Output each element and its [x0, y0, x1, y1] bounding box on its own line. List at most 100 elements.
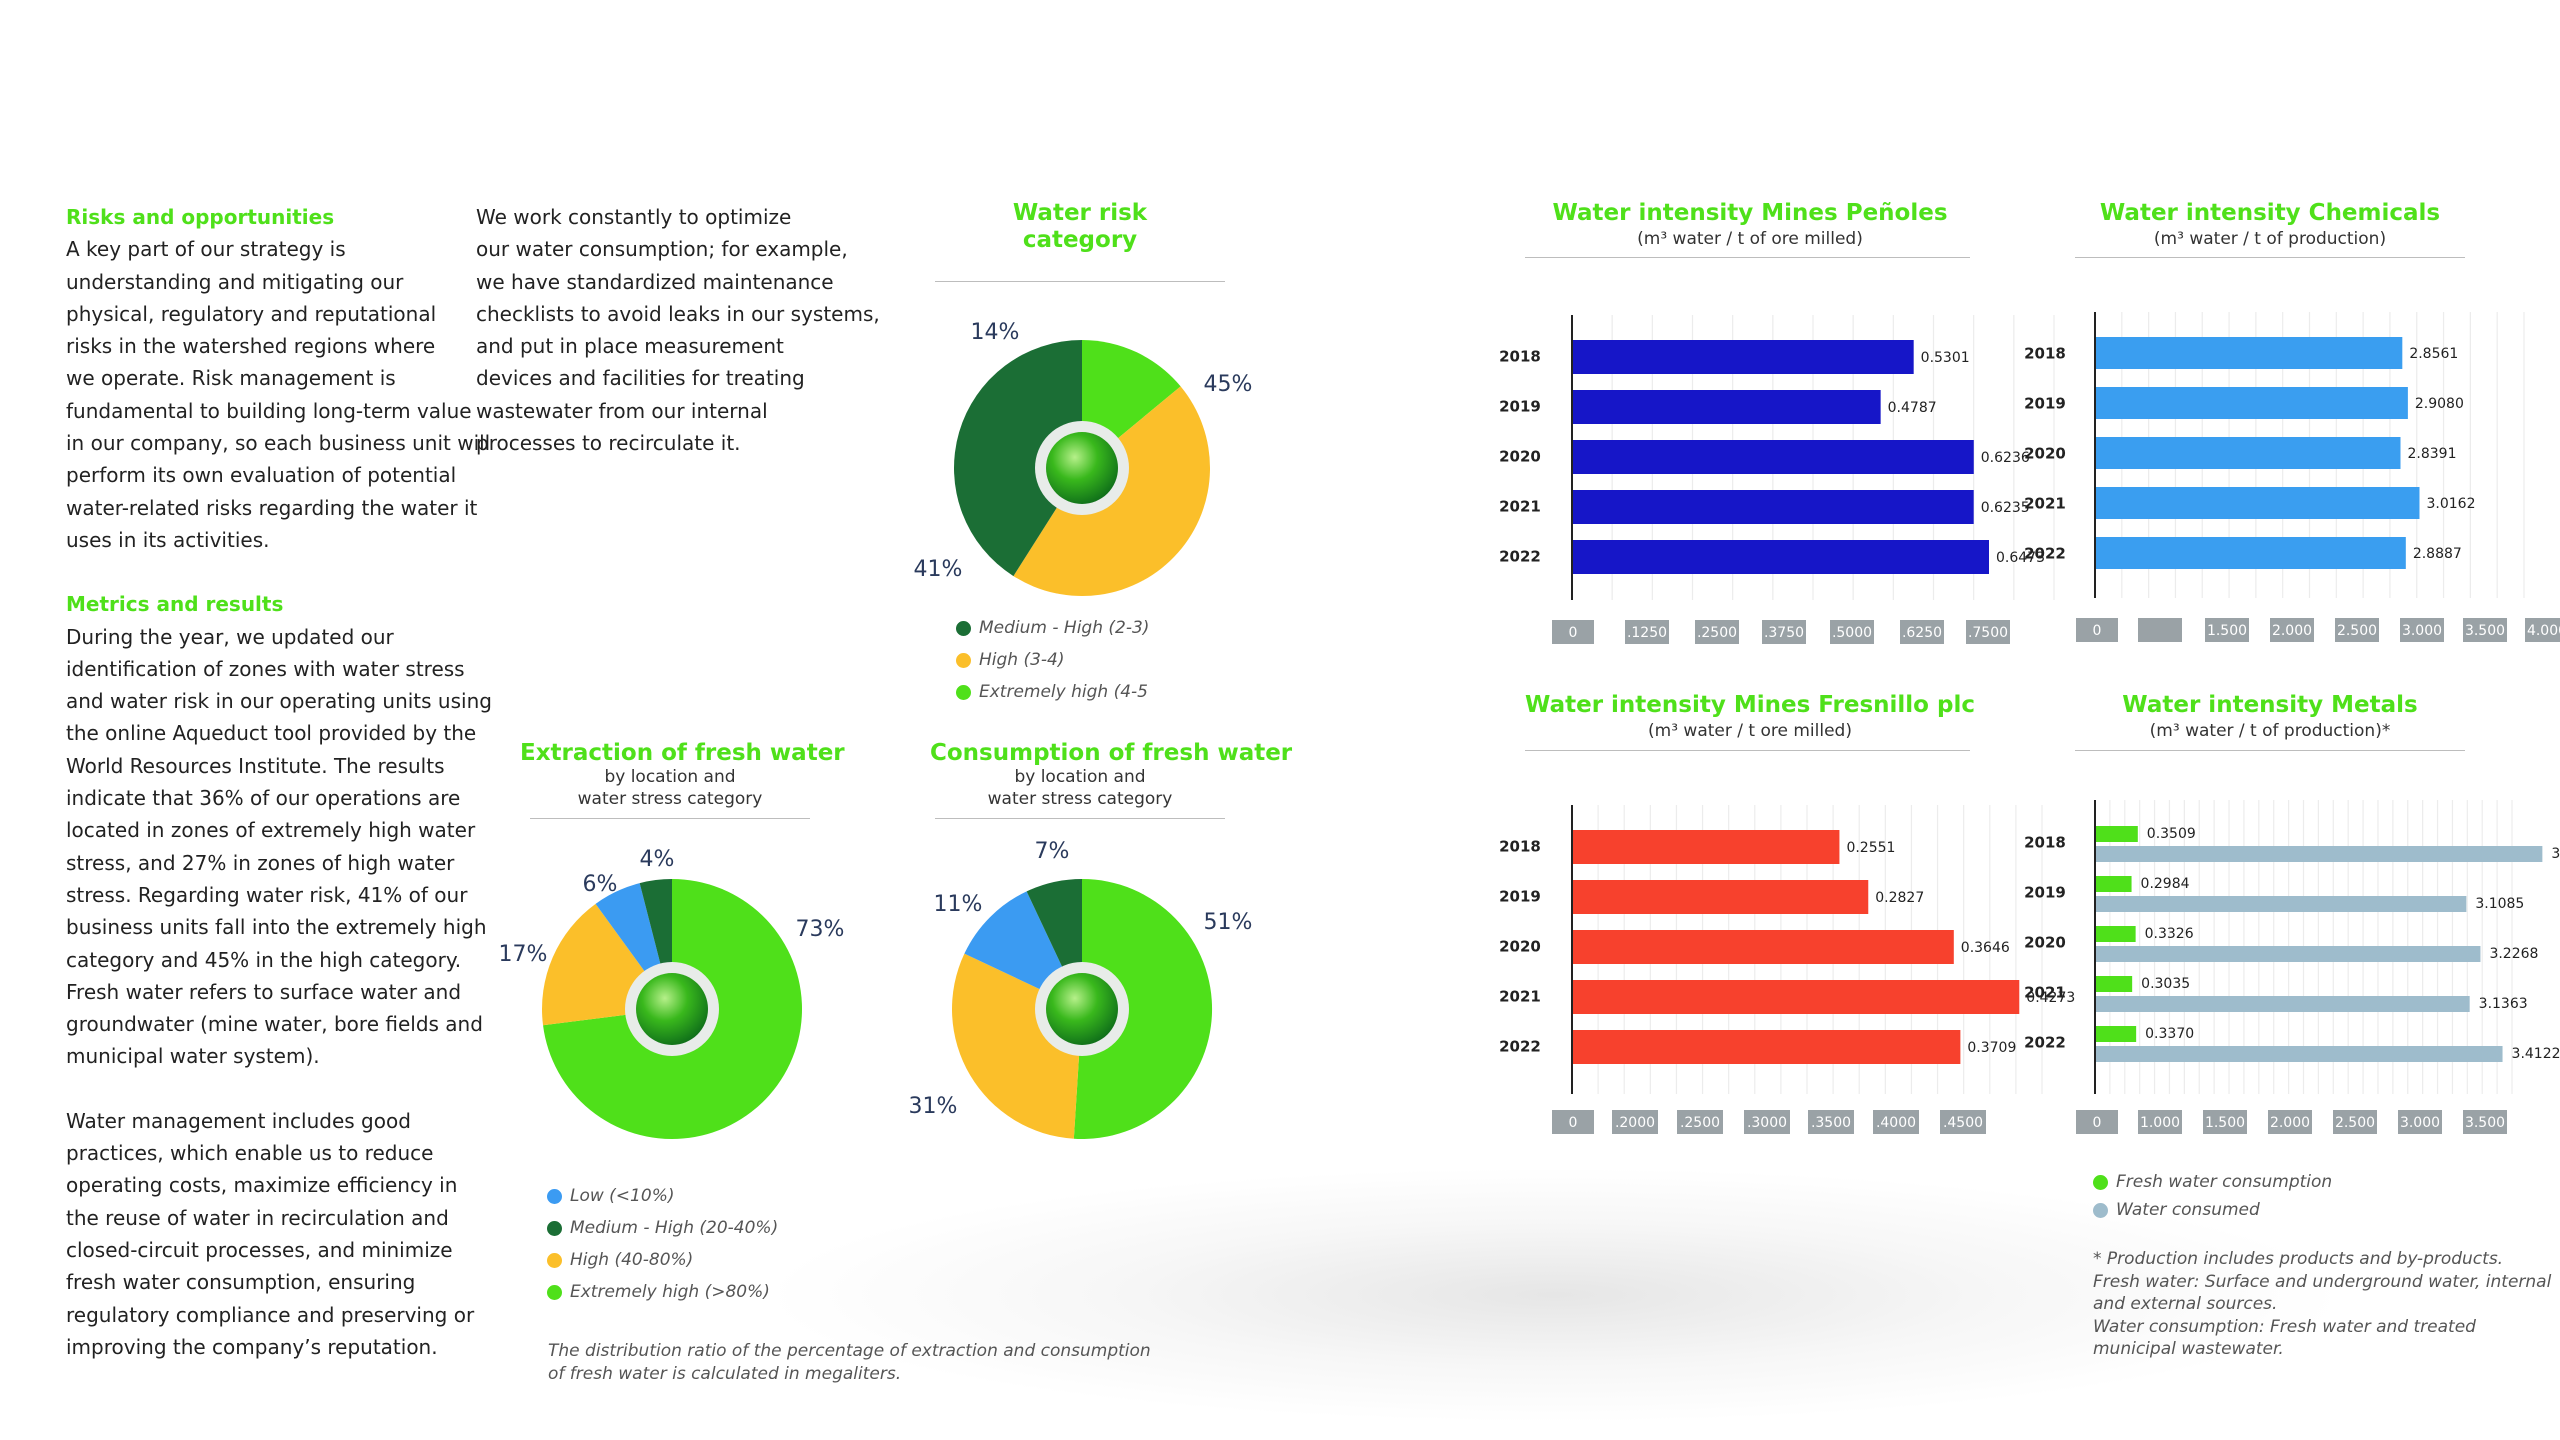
penoles-tick-box-6 — [1966, 620, 2010, 644]
fresnillo-category-label-3: 2021 — [1499, 988, 1541, 1006]
decorative-wave — [780, 1170, 2330, 1420]
metals-tick-box-4 — [2333, 1110, 2377, 1134]
consumption-rule — [935, 818, 1225, 819]
fresnillo-bar-chart: 2018 2019 2020 2021 2022 0.2551 0.2827 0.3646 0.… — [1499, 805, 2075, 1134]
metals-legend: Fresh water consumption Water consumed — [2093, 1168, 2332, 1224]
legend-item-low: Low (<10%) — [547, 1180, 778, 1212]
metals-bar-consumed-2 — [2096, 946, 2481, 962]
legend-item-medium-high: Medium - High (20-40%) — [547, 1212, 778, 1244]
metals-footnote-line3: and external sources. — [2093, 1294, 2278, 1314]
water-risk-legend: Medium - High (2-3) High (3-4) Extremely… — [956, 612, 1149, 708]
fresnillo-tick-label-4: .3500 — [1811, 1115, 1851, 1131]
management-line: fresh water consumption, ensuring — [66, 1270, 416, 1295]
metals-value-label-consumed-3: 3.1363 — [2479, 996, 2528, 1012]
metals-category-label-3: 2021 — [2024, 984, 2066, 1002]
metals-value-label-consumed-0: 3.7465 — [2551, 846, 2560, 862]
penoles-bar-2 — [1573, 440, 1974, 474]
extraction-subtitle-line1: by location and — [604, 767, 736, 787]
consumption-subtitle-line1: by location and — [1014, 767, 1146, 787]
fresnillo-tick-box-1 — [1612, 1110, 1658, 1134]
metals-bar-consumed-0 — [2096, 846, 2543, 862]
metals-value-label-consumed-2: 3.2268 — [2489, 946, 2538, 962]
fresnillo-value-label-1: 0.2827 — [1875, 890, 1924, 906]
chemicals-value-label-1: 2.9080 — [2415, 396, 2464, 412]
chemicals-subtitle: (m³ water / t of production) — [2153, 229, 2387, 249]
metals-bar-chart: 2018 2019 2020 2021 2022 0.3509 0.2984 0.3326 0.… — [2024, 800, 2560, 1134]
penoles-tick-box-0 — [1552, 620, 1594, 644]
metrics-line: the online Aqueduct tool provided by the — [66, 721, 477, 746]
legend-dot-medium-high — [547, 1220, 562, 1236]
chemicals-tick-box-3 — [2270, 618, 2314, 642]
metrics-line: located in zones of extremely high water — [66, 818, 476, 843]
metrics-line: and water risk in our operating units us… — [66, 689, 492, 714]
legend-dot-fresh-water — [2093, 1174, 2108, 1190]
water-risk-title-line1: Water risk — [1012, 200, 1148, 226]
management-line: regulatory compliance and preserving or — [66, 1302, 475, 1327]
fresnillo-value-label-2: 0.3646 — [1961, 940, 2010, 956]
penoles-subtitle: (m³ water / t of ore milled) — [1637, 229, 1863, 249]
penoles-category-label-2: 2020 — [1499, 448, 1541, 466]
penoles-value-label-3: 0.6235 — [1981, 500, 2030, 516]
metrics-line: indicate that 36% of our operations are — [66, 786, 461, 811]
metals-tick-label-1: 1.000 — [2140, 1115, 2180, 1131]
risks-line: physical, regulatory and reputational — [66, 301, 437, 326]
risks-line: risks in the watershed regions where — [66, 334, 436, 359]
metals-tick-box-0 — [2076, 1110, 2118, 1134]
optimize-line: we have standardized maintenance — [476, 269, 834, 294]
consumption-subtitle: by location and water stress category — [930, 766, 1230, 810]
penoles-value-label-1: 0.4787 — [1888, 400, 1937, 416]
penoles-category-label-1: 2019 — [1499, 398, 1541, 416]
paragraph-optimize: We work constantly to optimize our water … — [476, 201, 880, 459]
metals-value-label-fresh-2: 0.3326 — [2145, 926, 2194, 942]
risks-line: in our company, so each business unit wi… — [66, 431, 491, 456]
penoles-value-label-4: 0.6473 — [1996, 550, 2045, 566]
metrics-line: Fresh water refers to surface water and — [66, 979, 462, 1004]
penoles-tick-label-3: .3750 — [1764, 625, 1804, 641]
chemicals-value-label-3: 3.0162 — [2426, 496, 2475, 512]
metals-value-label-consumed-4: 3.4122 — [2512, 1046, 2560, 1062]
extraction-value-label-2: 6% — [583, 872, 618, 897]
chemicals-bar-2 — [2096, 437, 2401, 469]
fresnillo-tick-label-2: .2500 — [1680, 1115, 1720, 1131]
metals-footnote-line5: municipal wastewater. — [2093, 1339, 2284, 1359]
optimize-line: and put in place measurement — [476, 334, 784, 359]
metals-value-label-consumed-1: 3.1085 — [2475, 896, 2524, 912]
paragraph-metrics: During the year, we updated our identific… — [66, 621, 492, 1073]
chemicals-tick-box-4 — [2335, 618, 2379, 642]
metals-bar-fresh-0 — [2096, 826, 2138, 842]
legend-item-high: High (3-4) — [956, 644, 1149, 676]
metals-value-label-fresh-1: 0.2984 — [2141, 876, 2190, 892]
pie-footnote: The distribution ratio of the percentage… — [548, 1340, 1151, 1385]
extraction-value-label-0: 73% — [796, 917, 845, 942]
metals-footnote: * Production includes products and by-pr… — [2093, 1248, 2551, 1361]
water-risk-value-label-2: 41% — [914, 557, 963, 582]
metals-tick-label-6: 3.500 — [2465, 1115, 2505, 1131]
metrics-line: category and 45% in the high category. — [66, 947, 462, 972]
risks-line: uses in its activities. — [66, 527, 270, 552]
management-line: practices, which enable us to reduce — [66, 1141, 434, 1166]
pie-footnote-line2: of fresh water is calculated in megalite… — [548, 1363, 902, 1384]
metrics-line: identification of zones with water stres… — [66, 656, 465, 681]
metals-tick-box-6 — [2463, 1110, 2507, 1134]
extraction-center-orb — [636, 973, 708, 1045]
metals-tick-label-0: 0 — [2093, 1115, 2102, 1131]
optimize-line: wastewater from our internal — [476, 398, 768, 423]
fresnillo-bar-4 — [1573, 1030, 1961, 1064]
metals-footnote-line1: * Production includes products and by-pr… — [2093, 1249, 2504, 1269]
metals-title: Water intensity Metals — [2122, 692, 2418, 718]
fresnillo-value-label-4: 0.3709 — [1967, 1040, 2016, 1056]
fresnillo-bar-1 — [1573, 880, 1869, 914]
chemicals-bar-4 — [2096, 537, 2406, 569]
penoles-category-label-4: 2022 — [1499, 548, 1541, 566]
chemicals-category-label-3: 2021 — [2024, 495, 2066, 513]
penoles-bar-1 — [1573, 390, 1881, 424]
chemicals-tick-box-2 — [2205, 618, 2249, 642]
chemicals-tick-label-6: 3.500 — [2465, 623, 2505, 639]
management-line: closed-circuit processes, and minimize — [66, 1237, 453, 1262]
fresnillo-value-label-3: 0.4273 — [2026, 990, 2075, 1006]
fresnillo-category-label-1: 2019 — [1499, 888, 1541, 906]
fresnillo-tick-label-3: .3000 — [1747, 1115, 1787, 1131]
metals-bar-fresh-2 — [2096, 926, 2136, 942]
